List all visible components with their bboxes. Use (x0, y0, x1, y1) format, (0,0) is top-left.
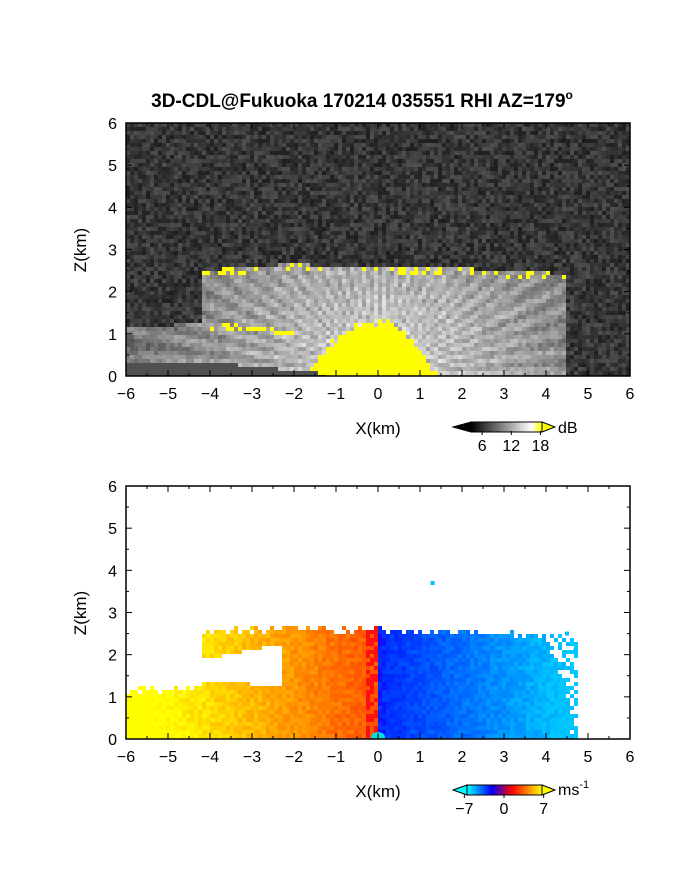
reflectivity-y-tick-label: 0 (108, 369, 117, 386)
velocity-field (126, 486, 630, 739)
velocity-x-tick-label: 2 (458, 749, 467, 766)
reflectivity-colorbar: 6 12 18 dB (451, 420, 578, 455)
velocity-y-tick-label: 5 (108, 521, 117, 538)
velocity-x-tick-label: −4 (201, 749, 219, 766)
reflectivity-colorbar-high-arrow (541, 421, 557, 433)
reflectivity-y-tick-label: 3 (108, 243, 117, 260)
velocity-colorbar-ticks: −7 0 7 (455, 794, 548, 818)
reflectivity-x-tick-label: −2 (285, 386, 303, 403)
isolated-echo (573, 648, 578, 653)
velocity-colorbar-tick-label: −7 (455, 801, 473, 818)
reflectivity-y-tick-label: 2 (108, 285, 117, 302)
velocity-y-tick-label: 1 (108, 690, 117, 707)
velocity-colorbar-tick-label: 0 (500, 801, 509, 818)
velocity-y-tick-label: 2 (108, 648, 117, 665)
velocity-colorbar-tick-label: 7 (539, 801, 548, 818)
velocity-x-tick-label: 1 (416, 749, 425, 766)
reflectivity-x-tick-label: 1 (416, 386, 425, 403)
reflectivity-colorbar-tick-label: 12 (502, 438, 520, 455)
reflectivity-x-tick-label: 6 (626, 386, 635, 403)
reflectivity-colorbar-bar (470, 421, 543, 433)
reflectivity-y-tick-label: 6 (108, 116, 117, 133)
velocity-colorbar-high-arrow (541, 784, 557, 796)
velocity-x-tick-label: −3 (243, 749, 261, 766)
reflectivity-x-tick-label: 4 (542, 386, 551, 403)
isolated-echo (565, 631, 569, 636)
reflectivity-y-tick-label: 4 (108, 200, 117, 217)
reflectivity-colorbar-tick-label: 18 (532, 438, 550, 455)
velocity-x-tick-label: −6 (117, 749, 135, 766)
velocity-colorbar-bar (466, 784, 543, 796)
reflectivity-colorbar-tick-label: 6 (478, 438, 487, 455)
reflectivity-x-tick-label: −6 (117, 386, 135, 403)
degree-superscript: o (566, 88, 573, 102)
velocity-unit-exponent: -1 (579, 779, 589, 791)
velocity-x-tick-label: 4 (542, 749, 551, 766)
velocity-colorbar-low-arrow (451, 784, 468, 796)
reflectivity-colorbar-low-arrow (451, 421, 472, 433)
figure-title: 3D-CDL@Fukuoka 170214 035551 RHI AZ=179o (151, 88, 573, 112)
velocity-y-tick-label: 6 (108, 479, 117, 496)
velocity-x-tick-label: 6 (626, 749, 635, 766)
velocity-y-label: Z(km) (71, 591, 90, 635)
velocity-y-tick-label: 3 (108, 606, 117, 623)
reflectivity-x-tick-label: 0 (374, 386, 383, 403)
velocity-y-tick-label: 0 (108, 732, 117, 749)
reflectivity-y-ticks: 0 1 2 3 4 5 6 (108, 116, 630, 386)
velocity-x-ticks: −6 −5 −4 −3 −2 −1 0 1 2 3 4 5 6 (117, 486, 635, 766)
velocity-x-tick-label: −1 (327, 749, 345, 766)
reflectivity-colorbar-unit: dB (558, 420, 578, 437)
velocity-x-tick-label: −5 (159, 749, 177, 766)
reflectivity-x-tick-label: 2 (458, 386, 467, 403)
reflectivity-x-tick-label: −5 (159, 386, 177, 403)
reflectivity-x-tick-label: 3 (500, 386, 509, 403)
reflectivity-colorbar-ticks: 6 12 18 (478, 431, 550, 455)
reflectivity-x-ticks: −6 −5 −4 −3 −2 −1 0 1 2 3 4 5 6 (117, 123, 635, 403)
reflectivity-y-tick-label: 5 (108, 158, 117, 175)
velocity-x-tick-label: 3 (500, 749, 509, 766)
reflectivity-x-label: X(km) (355, 419, 400, 438)
velocity-x-tick-label: −2 (285, 749, 303, 766)
reflectivity-y-tick-label: 1 (108, 327, 117, 344)
velocity-colorbar-unit: ms-1 (558, 779, 589, 799)
reflectivity-x-tick-label: −4 (201, 386, 219, 403)
reflectivity-x-tick-label: 5 (584, 386, 593, 403)
reflectivity-field (126, 123, 630, 376)
reflectivity-y-label: Z(km) (71, 228, 90, 272)
velocity-y-ticks: 0 1 2 3 4 5 6 (108, 479, 630, 749)
velocity-y-tick-label: 4 (108, 563, 117, 580)
reflectivity-x-tick-label: −1 (327, 386, 345, 403)
velocity-x-tick-label: 5 (584, 749, 593, 766)
isolated-echo (430, 580, 435, 585)
reflectivity-x-tick-label: −3 (243, 386, 261, 403)
velocity-colorbar: −7 0 7 ms-1 (451, 779, 589, 818)
velocity-x-label: X(km) (355, 782, 400, 801)
velocity-x-tick-label: 0 (374, 749, 383, 766)
